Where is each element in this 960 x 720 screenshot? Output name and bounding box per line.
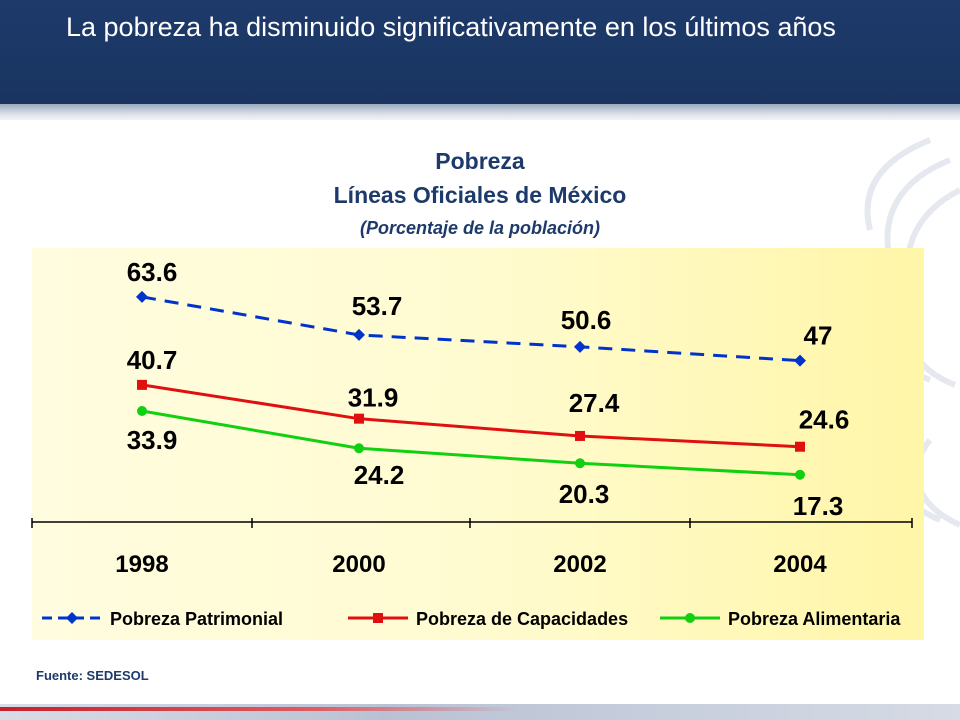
x-tick-label: 1998: [115, 551, 168, 578]
footer-band: [0, 704, 960, 720]
header-stripe: [0, 104, 960, 120]
data-point-circle: [795, 469, 805, 480]
source-note: Fuente: SEDESOL: [36, 668, 149, 683]
data-label: 17.3: [793, 491, 844, 521]
legend-marker: [685, 613, 695, 623]
data-label: 63.6: [127, 257, 178, 287]
data-point-square: [137, 379, 147, 390]
x-tick-label: 2000: [332, 551, 385, 578]
data-label: 31.9: [348, 383, 399, 413]
data-label: 47: [804, 321, 833, 351]
data-label: 27.4: [569, 388, 620, 418]
data-label: 33.9: [127, 425, 178, 455]
series-line-1: [141, 295, 801, 363]
legend-label: Pobreza de Capacidades: [416, 609, 628, 629]
data-label: 24.6: [799, 405, 850, 435]
plot-background: [32, 248, 924, 640]
legend-marker: [66, 612, 78, 624]
data-label: 40.7: [127, 345, 178, 375]
data-label: 53.7: [352, 291, 403, 321]
chart-subtitle: Líneas Oficiales de México: [333, 182, 627, 208]
series-line-3: [141, 409, 801, 477]
chart-unit-label: (Porcentaje de la población): [359, 218, 601, 238]
series-line-2: [141, 383, 801, 449]
data-point-diamond: [794, 354, 806, 367]
data-point-square: [795, 441, 805, 452]
legend-marker: [373, 613, 383, 623]
data-point-circle: [575, 458, 585, 469]
x-tick-label: 2002: [553, 551, 606, 578]
data-point-circle: [137, 405, 147, 416]
legend-label: Pobreza Alimentaria: [728, 609, 901, 629]
data-point-diamond: [136, 290, 148, 303]
data-point-diamond: [353, 328, 365, 341]
data-point-circle: [354, 443, 364, 454]
data-point-square: [354, 413, 364, 424]
data-label: 20.3: [559, 479, 610, 509]
x-tick-label: 2004: [773, 551, 827, 578]
data-label: 50.6: [561, 305, 612, 335]
data-label: 24.2: [354, 460, 405, 490]
header-bar: [0, 0, 960, 104]
data-point-diamond: [574, 340, 586, 353]
data-point-square: [575, 430, 585, 441]
slide-title: La pobreza ha disminuido significativame…: [66, 12, 836, 42]
legend-label: Pobreza Patrimonial: [110, 609, 283, 629]
chart-title: Pobreza: [435, 148, 525, 174]
